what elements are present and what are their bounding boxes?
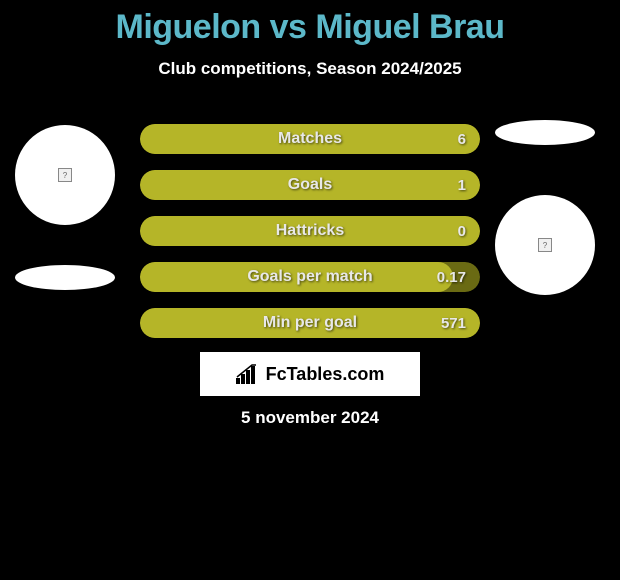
player-right-head: ? xyxy=(495,195,595,295)
stat-value: 6 xyxy=(458,124,466,154)
placeholder-image-icon: ? xyxy=(58,168,72,182)
stat-label: Goals xyxy=(140,170,480,200)
stat-value: 571 xyxy=(441,308,466,338)
stat-row-goals-per-match: Goals per match 0.17 xyxy=(140,262,480,292)
stat-label: Goals per match xyxy=(140,262,480,292)
player-left-shadow xyxy=(15,265,115,290)
stat-row-matches: Matches 6 xyxy=(140,124,480,154)
chart-bars-icon xyxy=(236,364,260,384)
stat-row-min-per-goal: Min per goal 571 xyxy=(140,308,480,338)
player-left-avatar: ? xyxy=(10,125,120,290)
stat-label: Matches xyxy=(140,124,480,154)
stat-value: 1 xyxy=(458,170,466,200)
branding-badge: FcTables.com xyxy=(200,352,420,396)
stat-row-hattricks: Hattricks 0 xyxy=(140,216,480,246)
page-title: Miguelon vs Miguel Brau xyxy=(0,0,620,47)
stat-label: Hattricks xyxy=(140,216,480,246)
date-text: 5 november 2024 xyxy=(0,408,620,428)
stat-value: 0.17 xyxy=(437,262,466,292)
page-subtitle: Club competitions, Season 2024/2025 xyxy=(0,59,620,79)
stat-value: 0 xyxy=(458,216,466,246)
player-left-head: ? xyxy=(15,125,115,225)
stat-row-goals: Goals 1 xyxy=(140,170,480,200)
player-right-avatar: ? xyxy=(490,120,600,295)
stat-label: Min per goal xyxy=(140,308,480,338)
branding-text: FcTables.com xyxy=(266,364,385,385)
stats-container: Matches 6 Goals 1 Hattricks 0 Goals per … xyxy=(140,124,480,354)
placeholder-image-icon: ? xyxy=(538,238,552,252)
player-right-shadow xyxy=(495,120,595,145)
